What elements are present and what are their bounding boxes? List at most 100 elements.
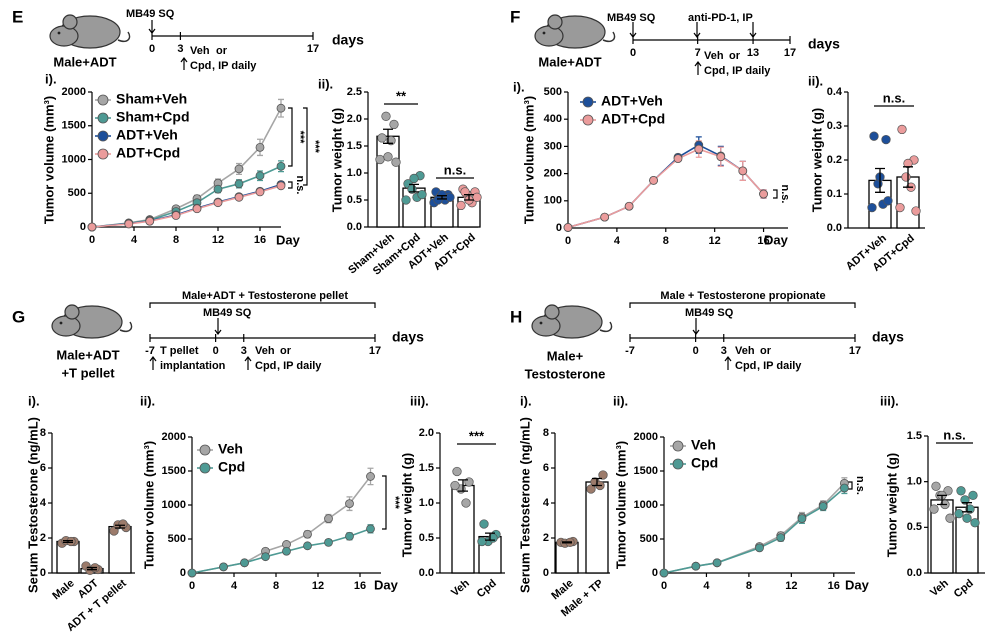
note: or <box>760 345 772 357</box>
data-point <box>929 504 939 514</box>
y-tick-label: 500 <box>68 187 86 199</box>
legend-label: Sham+Veh <box>116 91 187 107</box>
marker <box>366 472 375 481</box>
annotation: n.s. <box>854 476 866 495</box>
legend-label: ADT+Veh <box>116 127 178 143</box>
note: MB49 SQ <box>607 12 656 24</box>
marker <box>755 543 764 553</box>
marker <box>124 219 134 229</box>
arrow-head <box>214 329 222 335</box>
data-point <box>479 519 489 529</box>
data-point <box>954 508 964 519</box>
marker <box>673 154 683 164</box>
y-tick-label: 1000 <box>162 499 186 511</box>
legend-marker <box>199 462 211 474</box>
annotation: ** <box>396 88 407 103</box>
y-tick-label: 0 <box>543 567 549 579</box>
y-tick-label: 6 <box>543 462 549 474</box>
y-tick-label: 2000 <box>62 86 86 98</box>
y-axis-label: Tumor weight (g) <box>809 108 824 212</box>
y-tick-label: 0.0 <box>907 567 922 579</box>
arrow-head <box>693 32 701 38</box>
timeline-label: -7 <box>625 345 635 357</box>
marker <box>219 562 228 572</box>
y-tick-label: 2000 <box>162 431 186 443</box>
series-line <box>91 165 282 228</box>
marker <box>234 179 244 189</box>
marker <box>282 546 291 556</box>
data-point <box>477 536 487 547</box>
x-tick-label: 16 <box>254 234 266 246</box>
marker <box>600 212 610 222</box>
timeline-label: 3 <box>177 43 183 55</box>
annotation: n.s. <box>943 427 965 442</box>
note: , IP daily <box>212 60 257 72</box>
legend-label: ADT+Cpd <box>601 111 665 127</box>
marker <box>649 175 658 185</box>
y-tick-label: 500 <box>544 86 562 98</box>
timeline-label: 13 <box>747 47 759 59</box>
marker <box>624 201 634 211</box>
sub-label: iii). <box>880 393 899 408</box>
bracket <box>288 107 293 167</box>
legend-marker <box>97 94 109 106</box>
data-point <box>456 200 466 211</box>
note: or <box>280 345 292 357</box>
error-bar <box>63 539 73 544</box>
timeline-label: 0 <box>693 345 699 357</box>
y-tick-label: 2 <box>40 532 46 544</box>
y-tick-label: 0.5 <box>907 521 922 533</box>
x-tick-label: 4 <box>131 234 138 246</box>
x-tick-label: 8 <box>173 234 179 246</box>
data-point <box>409 173 419 184</box>
marker <box>255 142 265 152</box>
x-tick-label: 0 <box>661 580 667 592</box>
y-tick-label: 0 <box>40 567 46 579</box>
legend-marker <box>199 444 211 456</box>
category-label: Veh <box>928 577 951 599</box>
marker <box>712 558 722 568</box>
timeline-label: 3 <box>721 345 727 357</box>
y-tick-label: 0 <box>652 567 658 579</box>
marker <box>276 181 286 191</box>
note: , IP daily <box>277 360 322 372</box>
y-tick-label: 1.5 <box>347 140 362 152</box>
panel-letter: G <box>12 307 25 326</box>
marker <box>776 533 786 543</box>
y-tick-label: 0 <box>80 221 86 233</box>
timeline-label: 17 <box>369 345 381 357</box>
y-tick-label: 2.0 <box>347 113 362 125</box>
data-point <box>445 192 455 202</box>
mouse-head <box>49 25 79 47</box>
error-bar <box>458 479 468 492</box>
y-axis-label: Tumor weight (g) <box>884 453 899 557</box>
x-tick-label: 12 <box>212 234 224 246</box>
series-line <box>567 148 765 229</box>
arrow-head <box>244 356 252 362</box>
data-point <box>383 152 393 162</box>
y-tick-label: 1.0 <box>419 497 434 509</box>
legend-marker <box>672 458 684 470</box>
note: , IP daily <box>757 360 802 372</box>
mouse-icon <box>49 14 131 49</box>
mouse-icon <box>534 14 616 49</box>
legend-marker <box>97 130 109 142</box>
timeline-label: 3 <box>241 345 247 357</box>
data-point <box>391 157 401 167</box>
category-label: Male <box>50 577 76 602</box>
data-point <box>931 481 941 491</box>
legend-label: Veh <box>218 441 243 457</box>
marker <box>345 531 354 541</box>
legend-label: Cpd <box>218 459 245 475</box>
data-point <box>598 470 608 480</box>
error-bar <box>87 566 97 571</box>
note: Veh <box>255 345 275 357</box>
arrow-head <box>724 356 732 362</box>
x-axis-label: Day <box>764 232 789 247</box>
marker <box>255 171 265 181</box>
mouse-ear <box>544 304 560 320</box>
arrow-head <box>694 61 702 67</box>
x-tick-label: 16 <box>828 580 840 592</box>
marker <box>345 499 354 509</box>
marker <box>303 529 312 539</box>
